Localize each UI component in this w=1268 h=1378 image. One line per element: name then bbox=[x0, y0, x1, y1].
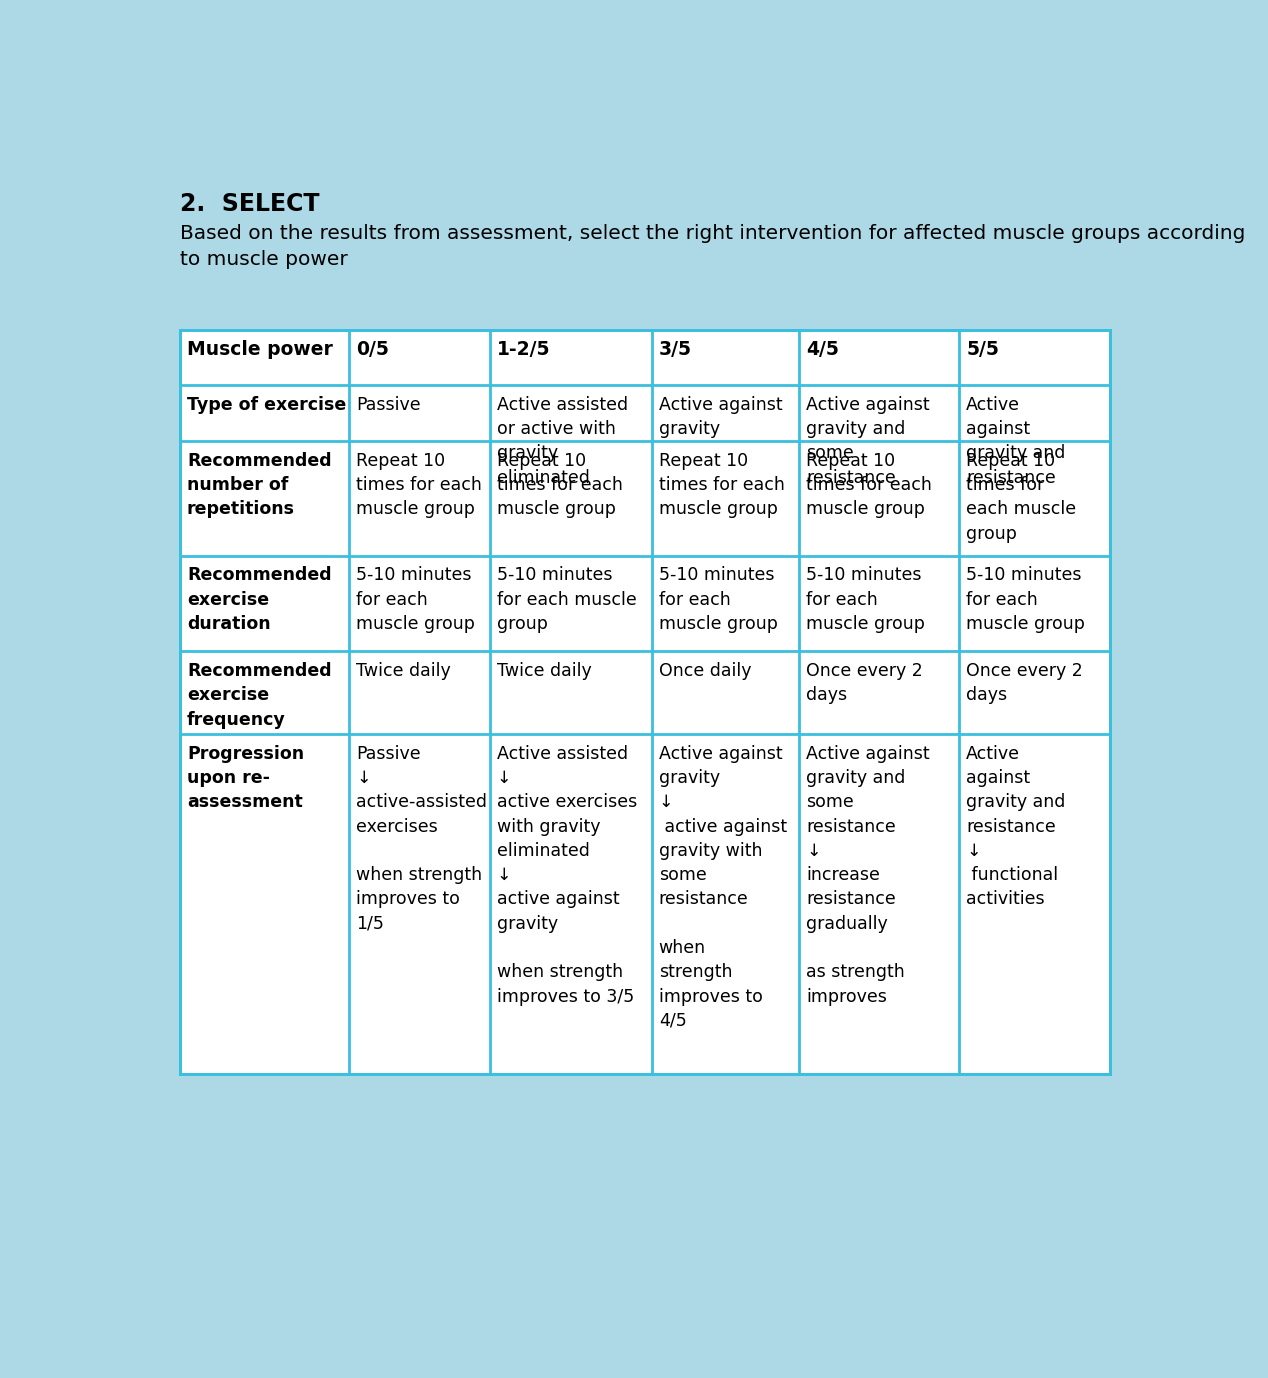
Text: 5-10 minutes
for each
muscle group: 5-10 minutes for each muscle group bbox=[966, 566, 1085, 633]
Text: Based on the results from assessment, select the right intervention for affected: Based on the results from assessment, se… bbox=[180, 223, 1245, 269]
Text: Recommended
exercise
duration: Recommended exercise duration bbox=[186, 566, 332, 633]
Text: 1-2/5: 1-2/5 bbox=[497, 340, 550, 360]
Text: 5/5: 5/5 bbox=[966, 340, 999, 360]
Text: Repeat 10
times for each
muscle group: Repeat 10 times for each muscle group bbox=[497, 452, 623, 518]
Text: Twice daily: Twice daily bbox=[497, 661, 591, 679]
Text: 5-10 minutes
for each
muscle group: 5-10 minutes for each muscle group bbox=[806, 566, 924, 633]
Text: 0/5: 0/5 bbox=[356, 340, 389, 360]
Text: Progression
upon re-
assessment: Progression upon re- assessment bbox=[186, 744, 304, 812]
Text: 3/5: 3/5 bbox=[658, 340, 692, 360]
Text: Twice daily: Twice daily bbox=[356, 661, 450, 679]
Text: Active against
gravity and
some
resistance: Active against gravity and some resistan… bbox=[806, 395, 929, 486]
Text: Active
against
gravity and
resistance: Active against gravity and resistance bbox=[966, 395, 1065, 486]
Text: Once daily: Once daily bbox=[658, 661, 751, 679]
Text: Active against
gravity
↓
 active against
gravity with
some
resistance

when
stre: Active against gravity ↓ active against … bbox=[658, 744, 787, 1029]
Text: Active assisted
↓
active exercises
with gravity
eliminated
↓
active against
grav: Active assisted ↓ active exercises with … bbox=[497, 744, 637, 1006]
Text: Passive: Passive bbox=[356, 395, 421, 413]
Text: Active assisted
or active with
gravity
eliminated: Active assisted or active with gravity e… bbox=[497, 395, 628, 486]
Text: Active against
gravity: Active against gravity bbox=[658, 395, 782, 438]
Text: Once every 2
days: Once every 2 days bbox=[806, 661, 923, 704]
Text: Recommended
number of
repetitions: Recommended number of repetitions bbox=[186, 452, 332, 518]
Text: Active
against
gravity and
resistance
↓
 functional
activities: Active against gravity and resistance ↓ … bbox=[966, 744, 1065, 908]
Text: 4/5: 4/5 bbox=[806, 340, 839, 360]
Text: Once every 2
days: Once every 2 days bbox=[966, 661, 1083, 704]
Text: Type of exercise: Type of exercise bbox=[186, 395, 346, 413]
Text: 5-10 minutes
for each
muscle group: 5-10 minutes for each muscle group bbox=[658, 566, 777, 633]
Text: Repeat 10
times for
each muscle
group: Repeat 10 times for each muscle group bbox=[966, 452, 1077, 543]
Text: Passive
↓
active-assisted
exercises

when strength
improves to
1/5: Passive ↓ active-assisted exercises when… bbox=[356, 744, 487, 933]
Text: Active against
gravity and
some
resistance
↓
increase
resistance
gradually

as s: Active against gravity and some resistan… bbox=[806, 744, 929, 1006]
Bar bbox=[180, 329, 1110, 1073]
Text: Repeat 10
times for each
muscle group: Repeat 10 times for each muscle group bbox=[658, 452, 785, 518]
Text: 5-10 minutes
for each muscle
group: 5-10 minutes for each muscle group bbox=[497, 566, 637, 633]
Text: Recommended
exercise
frequency: Recommended exercise frequency bbox=[186, 661, 332, 729]
Text: Muscle power: Muscle power bbox=[186, 340, 333, 360]
Text: 2.  SELECT: 2. SELECT bbox=[180, 192, 320, 216]
Text: Repeat 10
times for each
muscle group: Repeat 10 times for each muscle group bbox=[356, 452, 482, 518]
Text: 5-10 minutes
for each
muscle group: 5-10 minutes for each muscle group bbox=[356, 566, 476, 633]
Text: Repeat 10
times for each
muscle group: Repeat 10 times for each muscle group bbox=[806, 452, 932, 518]
